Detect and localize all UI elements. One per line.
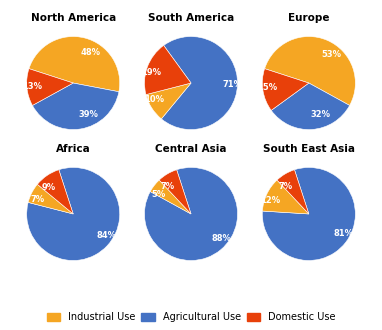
Text: 9%: 9% bbox=[41, 183, 55, 192]
Wedge shape bbox=[144, 167, 238, 260]
Text: 12%: 12% bbox=[260, 196, 280, 205]
Wedge shape bbox=[27, 167, 120, 260]
Text: 71%: 71% bbox=[223, 80, 243, 88]
Text: 88%: 88% bbox=[211, 234, 231, 243]
Wedge shape bbox=[146, 83, 191, 119]
Wedge shape bbox=[271, 83, 350, 130]
Title: South America: South America bbox=[148, 13, 234, 23]
Wedge shape bbox=[144, 46, 191, 95]
Text: 7%: 7% bbox=[278, 182, 293, 191]
Text: 81%: 81% bbox=[334, 229, 354, 238]
Wedge shape bbox=[27, 69, 73, 106]
Legend: Industrial Use, Agricultural Use, Domestic Use: Industrial Use, Agricultural Use, Domest… bbox=[44, 309, 338, 325]
Wedge shape bbox=[265, 37, 355, 106]
Text: 53%: 53% bbox=[321, 50, 342, 58]
Text: 7%: 7% bbox=[161, 182, 175, 191]
Wedge shape bbox=[150, 180, 191, 214]
Text: 15%: 15% bbox=[257, 83, 278, 92]
Wedge shape bbox=[262, 167, 355, 260]
Wedge shape bbox=[277, 170, 309, 214]
Text: 19%: 19% bbox=[141, 68, 161, 77]
Text: 13%: 13% bbox=[22, 82, 42, 90]
Title: Central Asia: Central Asia bbox=[155, 144, 227, 154]
Wedge shape bbox=[262, 180, 309, 214]
Title: Europe: Europe bbox=[288, 13, 330, 23]
Wedge shape bbox=[37, 170, 73, 214]
Text: 5%: 5% bbox=[152, 190, 166, 199]
Title: Africa: Africa bbox=[56, 144, 91, 154]
Wedge shape bbox=[28, 184, 73, 214]
Text: 10%: 10% bbox=[144, 95, 164, 105]
Wedge shape bbox=[262, 69, 309, 110]
Wedge shape bbox=[29, 37, 120, 92]
Text: 84%: 84% bbox=[96, 231, 116, 240]
Wedge shape bbox=[159, 170, 191, 214]
Title: North America: North America bbox=[31, 13, 116, 23]
Text: 39%: 39% bbox=[78, 110, 98, 119]
Wedge shape bbox=[32, 83, 119, 130]
Text: 32%: 32% bbox=[311, 110, 331, 119]
Wedge shape bbox=[161, 37, 238, 130]
Text: 7%: 7% bbox=[31, 195, 45, 204]
Title: South East Asia: South East Asia bbox=[263, 144, 355, 154]
Text: 48%: 48% bbox=[81, 48, 101, 57]
